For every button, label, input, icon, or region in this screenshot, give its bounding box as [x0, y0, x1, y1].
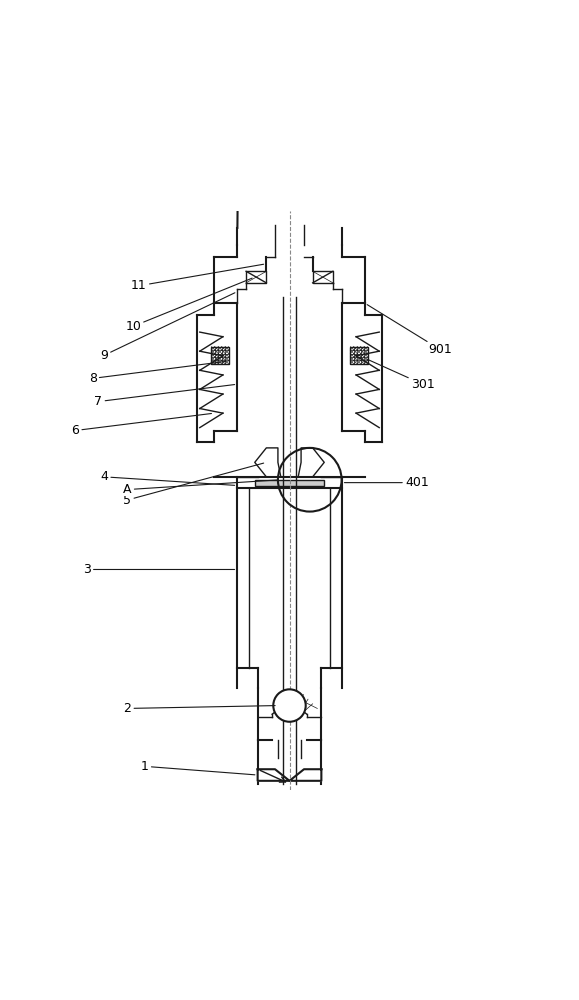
Text: 6: 6 — [71, 413, 211, 437]
Text: 10: 10 — [125, 278, 252, 333]
Text: 4: 4 — [100, 470, 234, 485]
Text: 901: 901 — [367, 305, 452, 356]
Bar — [255, 480, 324, 486]
Text: 9: 9 — [100, 293, 235, 362]
Text: 3: 3 — [83, 563, 234, 576]
Text: 301: 301 — [367, 359, 435, 391]
Bar — [237, 477, 342, 488]
Text: A: A — [123, 480, 278, 496]
Text: 5: 5 — [123, 463, 263, 506]
Text: 1: 1 — [141, 760, 255, 775]
Circle shape — [273, 689, 306, 722]
Text: 401: 401 — [345, 476, 429, 489]
Polygon shape — [258, 769, 290, 781]
Text: 2: 2 — [123, 702, 275, 715]
Text: 11: 11 — [131, 264, 263, 292]
Bar — [350, 347, 368, 364]
Text: 7: 7 — [94, 385, 234, 408]
Bar — [211, 347, 229, 364]
Polygon shape — [290, 769, 321, 781]
Text: 8: 8 — [89, 361, 226, 385]
